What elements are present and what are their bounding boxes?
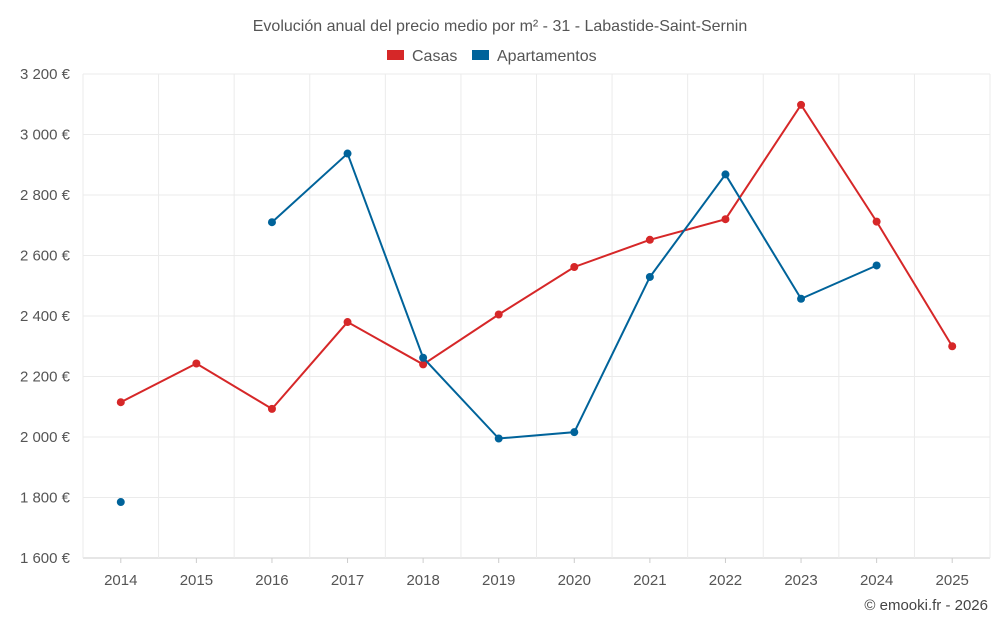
data-point-apartamentos[interactable] (797, 294, 806, 303)
data-point-apartamentos[interactable] (267, 218, 276, 227)
y-tick-label: 2 400 € (20, 308, 71, 325)
legend-label-apartamentos: Apartamentos (497, 48, 597, 65)
data-point-casas[interactable] (948, 342, 957, 351)
data-point-casas[interactable] (645, 235, 654, 244)
x-tick-label: 2017 (331, 572, 364, 589)
x-tick-label: 2023 (784, 572, 817, 589)
series-line-apartamentos (271, 151, 878, 440)
data-point-apartamentos[interactable] (872, 261, 881, 270)
y-axis-ticks: 1 600 € 1 800 € 2 000 € 2 200 € 2 400 € 2 600… (20, 66, 71, 567)
y-tick-label: 3 000 € (20, 127, 71, 144)
series-apartamentos (116, 149, 881, 507)
data-point-casas[interactable] (192, 359, 201, 368)
x-tick-label: 2021 (633, 572, 666, 589)
data-point-casas[interactable] (570, 262, 579, 271)
series-line-casas (120, 103, 954, 411)
data-point-casas[interactable] (116, 398, 125, 407)
data-point-casas[interactable] (872, 217, 881, 226)
y-tick-label: 2 600 € (20, 248, 71, 265)
y-tick-label: 2 000 € (20, 429, 71, 446)
data-point-casas[interactable] (267, 404, 276, 413)
y-tick-label: 1 800 € (20, 490, 71, 507)
data-point-casas[interactable] (343, 318, 352, 327)
legend-label-casas: Casas (412, 48, 457, 65)
data-point-casas[interactable] (494, 310, 503, 319)
data-point-casas[interactable] (419, 360, 428, 369)
legend-swatch-apartamentos (472, 50, 489, 60)
data-point-apartamentos[interactable] (116, 498, 125, 507)
legend-swatch-casas (387, 50, 404, 60)
legend[interactable]: Casas Apartamentos (387, 48, 597, 65)
data-point-apartamentos[interactable] (419, 353, 428, 362)
data-point-apartamentos[interactable] (645, 272, 654, 281)
x-tick-label: 2016 (255, 572, 288, 589)
grid (82, 73, 991, 559)
y-tick-label: 2 200 € (20, 369, 71, 386)
x-tick-label: 2025 (936, 572, 969, 589)
data-point-apartamentos[interactable] (721, 170, 730, 179)
series-casas (116, 100, 957, 413)
x-axis-ticks: 2014 2015 2016 2017 2018 2019 2020 2021 2022 2023… (104, 558, 969, 589)
credit-text: © emooki.fr - 2026 (864, 597, 988, 614)
y-tick-label: 1 600 € (20, 550, 71, 567)
data-point-casas[interactable] (721, 215, 730, 224)
x-tick-label: 2019 (482, 572, 515, 589)
data-point-apartamentos[interactable] (343, 149, 352, 158)
data-point-apartamentos[interactable] (494, 434, 503, 443)
x-tick-label: 2022 (709, 572, 742, 589)
series (116, 100, 957, 507)
x-tick-label: 2024 (860, 572, 893, 589)
x-tick-label: 2020 (558, 572, 591, 589)
x-tick-label: 2015 (180, 572, 213, 589)
data-point-apartamentos[interactable] (570, 428, 579, 437)
y-tick-label: 2 800 € (20, 187, 71, 204)
chart-title: Evolución anual del precio medio por m² … (253, 18, 747, 35)
x-tick-label: 2014 (104, 572, 137, 589)
x-tick-label: 2018 (406, 572, 439, 589)
data-point-casas[interactable] (797, 100, 806, 109)
y-tick-label: 3 200 € (20, 66, 71, 83)
